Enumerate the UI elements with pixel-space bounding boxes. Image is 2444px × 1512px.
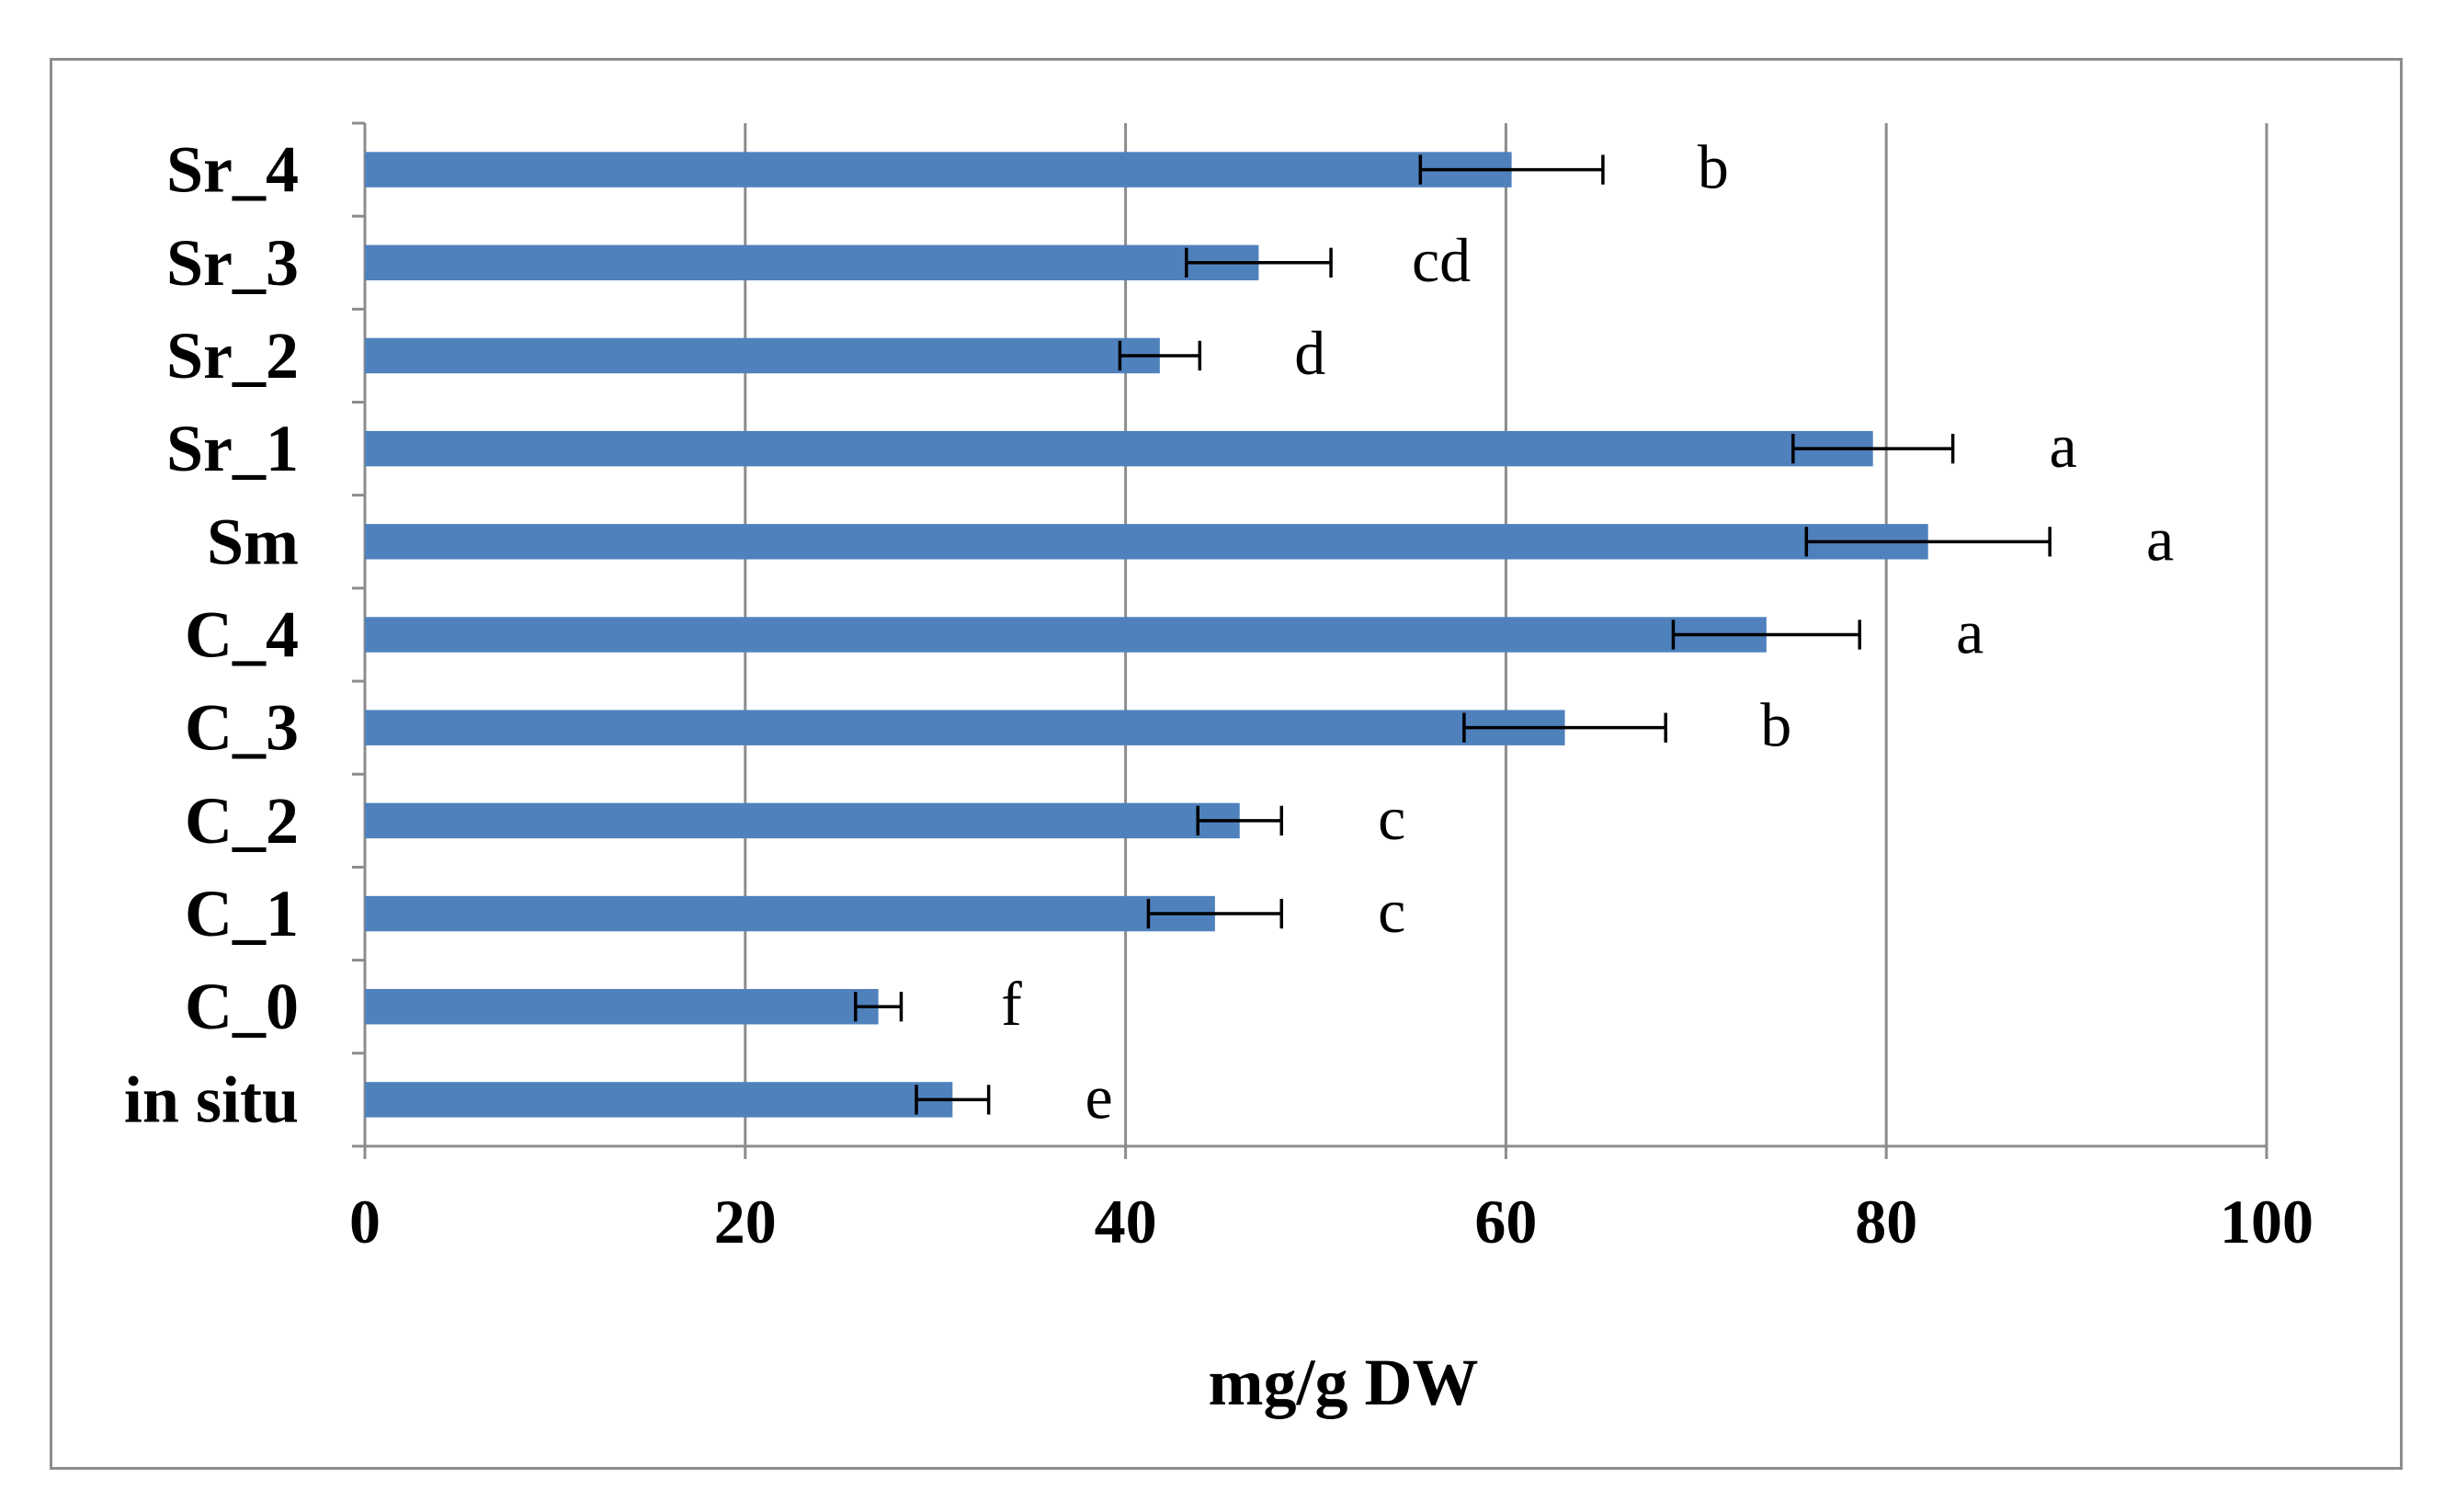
significance-label-c_3: b — [1760, 690, 1791, 760]
significance-label-sr_1: a — [2050, 411, 2077, 481]
significance-label-c_2: c — [1378, 783, 1405, 853]
significance-label-sr_4: b — [1698, 132, 1729, 202]
bar-sr_3 — [365, 244, 1259, 280]
chart-frame — [50, 58, 2403, 1470]
bar-sr_2 — [365, 337, 1160, 374]
x-tick-label-100: 100 — [2220, 1187, 2313, 1256]
bar-sr_4 — [365, 152, 1512, 188]
category-label-in-situ: in situ — [124, 1063, 299, 1136]
category-label-sr_1: Sr_1 — [166, 412, 299, 485]
category-label-c_1: C_1 — [185, 877, 299, 950]
bar-c_2 — [365, 802, 1240, 839]
category-label-c_2: C_2 — [185, 784, 299, 858]
x-tick-label-80: 80 — [1855, 1187, 1917, 1256]
category-label-sm: Sm — [207, 505, 299, 578]
bar-c_3 — [365, 710, 1565, 745]
category-label-c_4: C_4 — [185, 598, 299, 672]
category-label-sr_2: Sr_2 — [166, 319, 299, 392]
bar-sm — [365, 524, 1928, 560]
significance-label-c_4: a — [1956, 597, 1984, 667]
x-tick-label-40: 40 — [1095, 1187, 1157, 1256]
bar-c_0 — [365, 989, 879, 1025]
significance-label-c_0: f — [1001, 969, 1022, 1039]
significance-label-sm: a — [2146, 504, 2174, 574]
x-tick-label-0: 0 — [349, 1187, 381, 1256]
bar-c_4 — [365, 617, 1767, 653]
bar-c_1 — [365, 895, 1215, 932]
category-label-sr_4: Sr_4 — [166, 133, 299, 207]
significance-label-sr_2: d — [1294, 318, 1325, 388]
category-label-c_0: C_0 — [185, 970, 299, 1043]
x-axis-title: mg/g DW — [1209, 1346, 1479, 1419]
significance-label-c_1: c — [1378, 876, 1405, 946]
category-label-sr_3: Sr_3 — [166, 226, 299, 300]
significance-label-sr_3: cd — [1412, 225, 1471, 295]
category-label-c_3: C_3 — [185, 691, 299, 765]
x-tick-label-60: 60 — [1474, 1187, 1537, 1256]
bar-in-situ — [365, 1082, 953, 1118]
x-tick-label-20: 20 — [714, 1187, 777, 1256]
bar-sr_1 — [365, 430, 1873, 467]
significance-label-in-situ: e — [1086, 1062, 1113, 1131]
